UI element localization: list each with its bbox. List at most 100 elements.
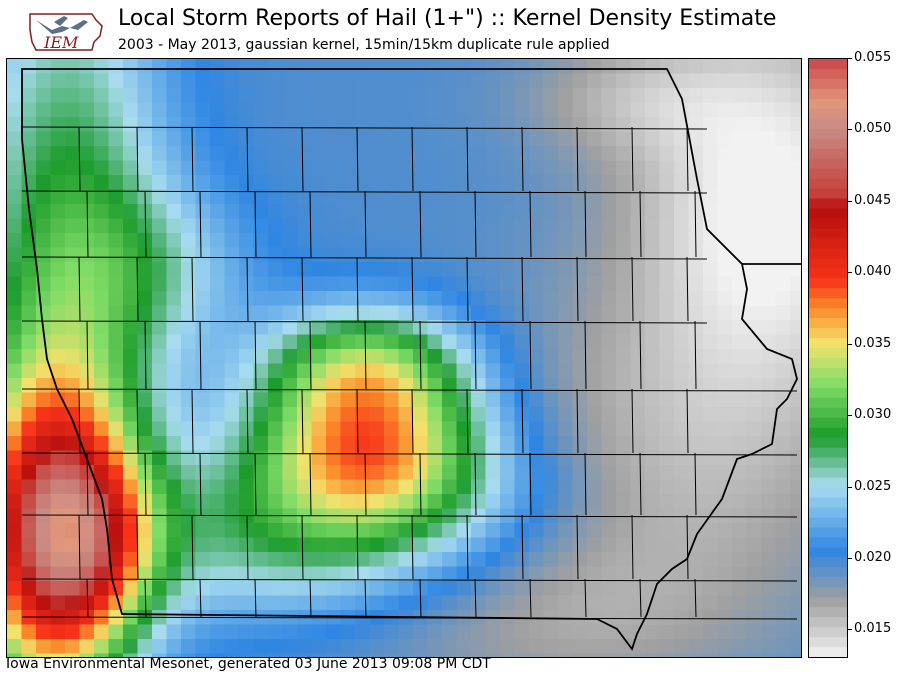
colorbar-tick-mark bbox=[848, 58, 852, 59]
county-boundary bbox=[521, 388, 524, 454]
county-boundary bbox=[411, 256, 414, 322]
county-boundary bbox=[356, 388, 359, 454]
county-boundary bbox=[474, 190, 477, 258]
county-boundary bbox=[584, 190, 587, 258]
county-boundary bbox=[86, 452, 89, 516]
county-boundary bbox=[411, 514, 414, 580]
colorbar-tick-label: 0.025 bbox=[854, 478, 892, 494]
county-boundary bbox=[631, 256, 634, 322]
county-boundary bbox=[474, 452, 477, 516]
county-boundary bbox=[686, 388, 689, 454]
county-boundary bbox=[199, 320, 202, 390]
county-boundary bbox=[521, 126, 524, 192]
county-boundary bbox=[254, 320, 257, 390]
colorbar-tick-mark bbox=[848, 629, 852, 631]
county-boundary bbox=[631, 514, 634, 580]
county-boundary bbox=[199, 578, 202, 618]
county-boundary bbox=[199, 452, 202, 516]
county-boundary bbox=[191, 126, 194, 192]
county-boundary bbox=[21, 256, 708, 260]
colorbar-tick-mark bbox=[848, 272, 852, 274]
county-boundary bbox=[419, 578, 422, 618]
county-boundary bbox=[246, 126, 249, 192]
county-boundary bbox=[21, 452, 798, 456]
page-title: Local Storm Reports of Hail (1+") :: Ker… bbox=[118, 6, 777, 31]
county-boundary bbox=[529, 452, 532, 516]
county-boundary bbox=[136, 514, 139, 580]
footer-credit: Iowa Environmental Mesonet, generated 03… bbox=[6, 656, 491, 672]
county-boundary bbox=[576, 514, 579, 580]
colorbar-tick-label: 0.015 bbox=[854, 621, 892, 637]
county-boundary bbox=[686, 126, 689, 192]
county-boundary bbox=[356, 256, 359, 322]
colorbar-tick-mark bbox=[848, 200, 852, 202]
county-boundary bbox=[21, 190, 708, 194]
county-boundary bbox=[474, 320, 477, 390]
county-boundary bbox=[21, 320, 708, 324]
county-boundary bbox=[364, 452, 367, 516]
county-boundary bbox=[78, 514, 81, 580]
colorbar-tick-mark bbox=[848, 558, 852, 559]
county-boundary bbox=[419, 190, 422, 258]
county-boundary bbox=[86, 578, 89, 618]
logo-text: IEM bbox=[43, 33, 79, 52]
iem-logo: IEM bbox=[22, 6, 108, 56]
colorbar-tick-label: 0.020 bbox=[854, 550, 892, 565]
county-boundary bbox=[301, 126, 304, 192]
colorbar-tick-label: 0.040 bbox=[854, 264, 892, 280]
county-boundary bbox=[86, 190, 89, 258]
county-boundary bbox=[521, 256, 524, 322]
density-grid bbox=[7, 59, 801, 657]
iowa-border bbox=[21, 68, 801, 651]
colorbar-tick-mark bbox=[848, 415, 852, 417]
county-boundary bbox=[576, 126, 579, 192]
county-boundary bbox=[474, 578, 477, 618]
county-boundary bbox=[21, 388, 798, 392]
county-boundary bbox=[144, 320, 147, 390]
county-boundary bbox=[78, 126, 81, 192]
county-boundary bbox=[576, 256, 579, 322]
county-boundary bbox=[639, 320, 642, 390]
density-map bbox=[6, 58, 802, 658]
county-boundary bbox=[584, 320, 587, 390]
colorbar-tick-label: 0.045 bbox=[854, 192, 892, 208]
county-boundary bbox=[584, 452, 587, 516]
county-boundary bbox=[254, 190, 257, 258]
colorbar-gradient bbox=[809, 59, 847, 657]
county-boundary bbox=[686, 256, 689, 322]
county-boundary bbox=[136, 256, 139, 322]
colorbar-tick-label: 0.050 bbox=[854, 121, 892, 137]
county-boundary bbox=[639, 452, 642, 516]
county-boundary bbox=[686, 514, 689, 580]
county-boundary bbox=[309, 190, 312, 258]
county-boundary bbox=[466, 388, 469, 454]
county-boundary bbox=[411, 126, 414, 192]
county-boundary bbox=[136, 126, 139, 192]
county-boundary bbox=[301, 388, 304, 454]
county-boundary bbox=[694, 190, 697, 258]
county-boundary bbox=[419, 452, 422, 516]
colorbar-tick-mark bbox=[848, 129, 852, 131]
county-boundary bbox=[694, 320, 697, 390]
county-boundary bbox=[631, 126, 634, 192]
county-boundary bbox=[191, 514, 194, 580]
colorbar-tick-mark bbox=[848, 486, 852, 488]
county-boundary bbox=[576, 388, 579, 454]
county-boundary bbox=[694, 578, 697, 618]
county-boundary bbox=[529, 578, 532, 618]
county-boundary bbox=[309, 320, 312, 390]
county-boundary bbox=[301, 256, 304, 322]
county-boundary bbox=[199, 190, 202, 258]
county-boundary bbox=[144, 452, 147, 516]
county-boundary bbox=[254, 452, 257, 516]
county-boundary bbox=[521, 514, 524, 580]
county-boundary bbox=[21, 126, 708, 130]
county-boundary bbox=[21, 616, 798, 620]
county-boundary bbox=[301, 514, 304, 580]
colorbar-tick-label: 0.035 bbox=[854, 335, 892, 351]
county-boundary bbox=[631, 388, 634, 454]
county-boundary bbox=[364, 578, 367, 618]
colorbar-tick-mark bbox=[848, 343, 852, 345]
county-boundary bbox=[246, 514, 249, 580]
county-boundary bbox=[364, 190, 367, 258]
